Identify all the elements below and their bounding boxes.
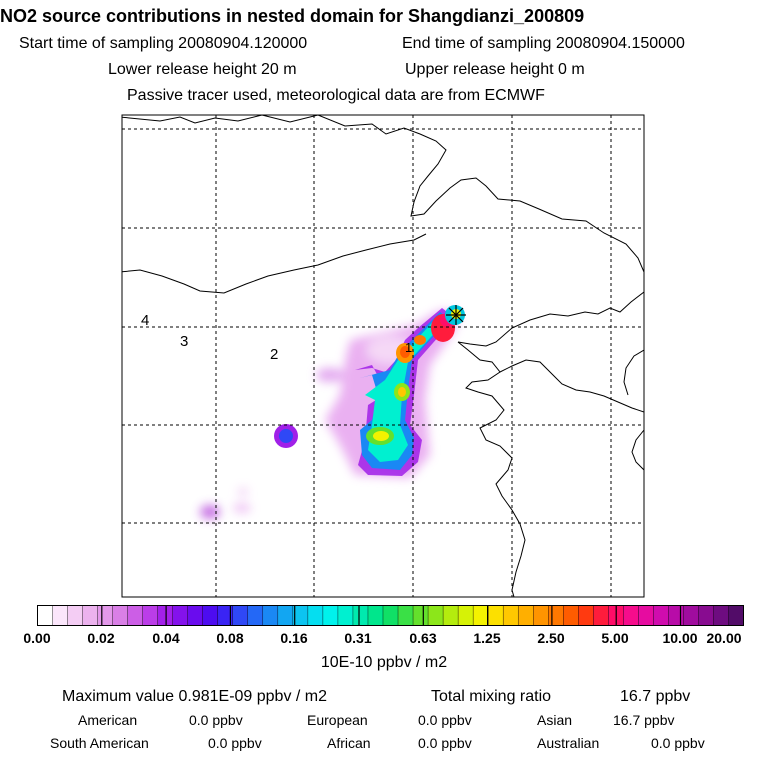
colorbar-cell	[472, 605, 489, 626]
plot-title: NO2 source contributions in nested domai…	[0, 6, 585, 26]
tracer-note: Passive tracer used, meteorological data…	[127, 87, 545, 104]
colorbar-cell	[683, 605, 699, 626]
australian-label: Australian	[537, 735, 600, 751]
colorbar-cell	[412, 605, 429, 626]
end-time: End time of sampling 20080904.150000	[402, 35, 685, 52]
map-panel: 4 3 2 1	[121, 114, 645, 598]
south-american-value: 0.0 ppbv	[208, 735, 262, 751]
colorbar-cell	[382, 605, 399, 626]
colorbar-cell	[157, 605, 174, 626]
colorbar-cell	[307, 605, 324, 626]
colorbar-cell	[337, 605, 354, 626]
upper-release-height: Upper release height 0 m	[405, 61, 585, 78]
coastlines	[122, 115, 644, 597]
colorbar-cell	[187, 605, 204, 626]
colorbar-cell	[442, 605, 459, 626]
colorbar	[37, 605, 744, 626]
colorbar-cell	[578, 605, 594, 626]
colorbar-cell	[533, 605, 549, 626]
colorbar-cell	[322, 605, 339, 626]
region-label-3: 3	[180, 333, 188, 350]
colorbar-cell	[487, 605, 504, 626]
colorbar-tick-10: 10.00	[662, 630, 698, 646]
start-time: Start time of sampling 20080904.120000	[19, 35, 308, 52]
asian-value: 16.7 ppbv	[613, 712, 675, 728]
colorbar-cell	[713, 605, 729, 626]
colorbar-cell	[367, 605, 384, 626]
african-label: African	[327, 735, 371, 751]
colorbar-cell	[82, 605, 99, 626]
european-value: 0.0 ppbv	[418, 712, 472, 728]
concentration-plume	[200, 305, 465, 519]
african-value: 0.0 ppbv	[418, 735, 472, 751]
map-frame	[121, 114, 645, 598]
colorbar-cell	[37, 605, 54, 626]
colorbar-cell	[638, 605, 654, 626]
colorbar-cell	[653, 605, 669, 626]
colorbar-cell	[247, 605, 264, 626]
colorbar-tick-2: 0.04	[152, 630, 180, 646]
colorbar-cell	[232, 605, 249, 626]
colorbar-tick-9: 5.00	[601, 630, 629, 646]
colorbar-tick-8: 2.50	[537, 630, 565, 646]
american-value: 0.0 ppbv	[189, 712, 243, 728]
colorbar-cell	[277, 605, 294, 626]
total-mixing-ratio-value: 16.7 ppbv	[620, 688, 691, 705]
colorbar-tick-3: 0.08	[216, 630, 244, 646]
colorbar-cell	[563, 605, 579, 626]
colorbar-tick-1: 0.02	[87, 630, 115, 646]
colorbar-cell	[623, 605, 639, 626]
colorbar-unit: 10E-10 ppbv / m2	[320, 654, 448, 671]
colorbar-tick-6: 0.63	[409, 630, 437, 646]
colorbar-cell	[262, 605, 279, 626]
colorbar-tick-11: 20.00	[706, 630, 742, 646]
receptor-star-icon	[446, 305, 466, 325]
colorbar-cell	[127, 605, 144, 626]
colorbar-cell	[728, 605, 744, 626]
colorbar-cell	[172, 605, 189, 626]
region-label-4: 4	[141, 312, 149, 329]
lat-lon-grid	[122, 115, 644, 597]
colorbar-cell	[457, 605, 474, 626]
colorbar-cell	[142, 605, 159, 626]
colorbar-cell	[202, 605, 219, 626]
colorbar-cell	[548, 605, 564, 626]
colorbar-cell	[97, 605, 114, 626]
australian-value: 0.0 ppbv	[651, 735, 705, 751]
colorbar-cell	[668, 605, 684, 626]
region-label-2: 2	[270, 346, 278, 363]
colorbar-tick-4: 0.16	[280, 630, 308, 646]
colorbar-cell	[67, 605, 84, 626]
south-american-label: South American	[50, 735, 149, 751]
american-label: American	[78, 712, 138, 728]
colorbar-cell	[502, 605, 519, 626]
colorbar-cell	[698, 605, 714, 626]
asian-label: Asian	[537, 712, 573, 728]
total-mixing-ratio-label: Total mixing ratio	[431, 688, 552, 705]
colorbar-cell	[517, 605, 534, 626]
european-label: European	[307, 712, 368, 728]
maximum-value: Maximum value 0.981E-09 ppbv / m2	[62, 688, 328, 705]
colorbar-cell	[112, 605, 129, 626]
colorbar-tick-0: 0.00	[23, 630, 51, 646]
lower-release-height: Lower release height 20 m	[108, 61, 297, 78]
colorbar-tick-7: 1.25	[473, 630, 501, 646]
colorbar-cell	[52, 605, 69, 626]
colorbar-cell	[593, 605, 609, 626]
colorbar-cell	[352, 605, 369, 626]
colorbar-cell	[397, 605, 414, 626]
colorbar-tick-5: 0.31	[344, 630, 372, 646]
region-label-1: 1	[405, 340, 412, 355]
colorbar-cell	[427, 605, 444, 626]
